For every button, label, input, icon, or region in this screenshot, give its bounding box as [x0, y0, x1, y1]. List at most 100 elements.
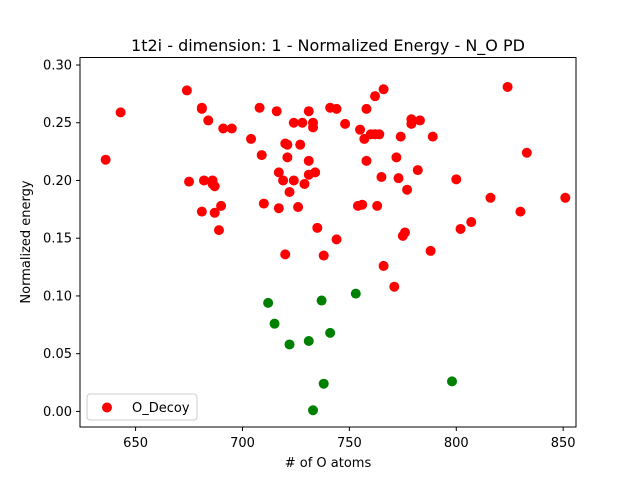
y-tick-label-3: 0.15 [43, 232, 72, 247]
data-point-series1-3 [303, 335, 314, 346]
x-tick-label-4: 850 [551, 436, 576, 451]
data-point-series0-32 [293, 202, 304, 213]
data-point-series0-29 [284, 187, 295, 198]
data-point-series0-36 [303, 106, 314, 117]
data-point-series0-49 [355, 124, 366, 135]
data-point-series0-45 [331, 103, 342, 114]
data-point-series0-75 [451, 174, 462, 185]
data-point-series0-63 [391, 152, 402, 163]
legend: O_Decoy [86, 393, 198, 421]
data-point-series1-0 [263, 297, 274, 308]
data-point-series0-30 [288, 117, 299, 128]
data-point-series0-70 [406, 118, 417, 129]
data-point-series0-20 [258, 198, 269, 209]
points-layer [100, 81, 571, 416]
data-point-series0-68 [402, 184, 413, 195]
data-point-series0-74 [427, 131, 438, 142]
data-point-series0-81 [521, 147, 532, 158]
data-point-series0-43 [318, 250, 329, 261]
data-point-series1-2 [284, 339, 295, 350]
data-point-series0-59 [376, 172, 387, 183]
data-point-series0-60 [378, 84, 389, 95]
y-axis-label: Normalized energy [19, 180, 34, 303]
data-point-series1-7 [325, 327, 336, 338]
data-point-series0-52 [361, 103, 372, 114]
data-point-series0-11 [209, 181, 220, 192]
data-point-series1-6 [318, 378, 329, 389]
data-point-series0-46 [331, 234, 342, 245]
data-point-series1-1 [269, 318, 280, 329]
data-point-series0-47 [340, 118, 351, 129]
x-tick-label-1: 700 [230, 436, 255, 451]
data-point-series0-17 [246, 133, 257, 144]
data-point-series0-6 [196, 206, 207, 217]
data-point-series0-73 [425, 245, 436, 256]
data-point-series0-7 [199, 175, 209, 186]
data-point-series0-53 [361, 155, 372, 166]
data-point-series0-37 [303, 155, 314, 166]
data-point-series0-58 [374, 129, 385, 140]
data-point-series0-15 [218, 123, 229, 134]
data-point-series0-0 [100, 154, 111, 165]
data-point-series0-80 [515, 206, 526, 217]
data-point-series0-1 [115, 107, 126, 118]
y-tick-label-0: 0.00 [43, 405, 72, 420]
data-point-series0-12 [209, 207, 220, 218]
data-point-series0-67 [399, 227, 410, 238]
data-point-series0-40 [308, 122, 319, 133]
data-point-series0-33 [295, 139, 306, 150]
data-point-series0-71 [412, 165, 423, 176]
data-point-series0-22 [273, 167, 284, 178]
data-point-series0-31 [288, 175, 299, 186]
data-point-series0-24 [278, 175, 289, 186]
data-point-series0-65 [395, 131, 406, 142]
data-point-series0-64 [393, 173, 404, 184]
y-tick-label-6: 0.30 [43, 59, 72, 74]
x-tick-label-3: 800 [444, 436, 469, 451]
data-point-series0-57 [372, 200, 383, 211]
data-point-series0-35 [299, 178, 310, 189]
y-tick-label-5: 0.25 [43, 116, 72, 131]
data-point-series0-2 [181, 85, 192, 96]
data-point-series1-9 [447, 376, 457, 387]
plot-area-frame [79, 57, 577, 428]
data-point-series0-18 [254, 102, 265, 113]
data-point-series0-16 [226, 123, 237, 134]
x-tick-label-0: 650 [123, 436, 148, 451]
data-point-series0-28 [282, 139, 293, 150]
data-point-series0-13 [213, 225, 224, 236]
x-tick-label-2: 750 [337, 436, 362, 451]
data-point-series0-61 [378, 260, 389, 271]
data-point-series0-77 [466, 217, 477, 228]
y-tick-label-4: 0.20 [43, 174, 72, 189]
data-point-series0-34 [297, 117, 308, 128]
y-tick-label-2: 0.10 [43, 289, 72, 304]
data-point-series0-62 [389, 281, 400, 292]
data-point-series0-8 [203, 115, 214, 126]
chart-title: 1t2i - dimension: 1 - Normalized Energy … [131, 36, 525, 56]
data-point-series0-25 [280, 249, 291, 260]
data-point-series0-56 [370, 91, 381, 102]
data-point-series0-19 [256, 150, 267, 161]
y-tick-label-1: 0.05 [43, 347, 72, 362]
legend-box [86, 393, 198, 421]
data-point-series0-79 [502, 81, 513, 92]
data-point-series0-21 [271, 106, 282, 117]
data-point-series0-5 [196, 102, 207, 113]
data-point-series0-27 [282, 152, 293, 163]
data-point-series1-5 [316, 295, 327, 306]
x-axis-label: # of O atoms [285, 456, 372, 471]
data-point-series0-50 [357, 199, 368, 210]
data-point-series0-14 [216, 200, 227, 211]
legend-marker-o-decoy [102, 402, 112, 413]
ticks-layer: 650 700 750 800 850 0.00 0.05 0.10 0.15 0.20 0.25 0… [43, 59, 576, 451]
data-point-series1-8 [350, 288, 361, 299]
data-point-series0-41 [310, 167, 321, 178]
data-point-series0-78 [485, 192, 496, 203]
data-point-series0-42 [312, 222, 323, 233]
data-point-series1-4 [308, 405, 319, 416]
legend-label-o-decoy: O_Decoy [132, 401, 190, 416]
data-point-series0-23 [273, 203, 284, 214]
data-point-series0-82 [560, 192, 571, 203]
